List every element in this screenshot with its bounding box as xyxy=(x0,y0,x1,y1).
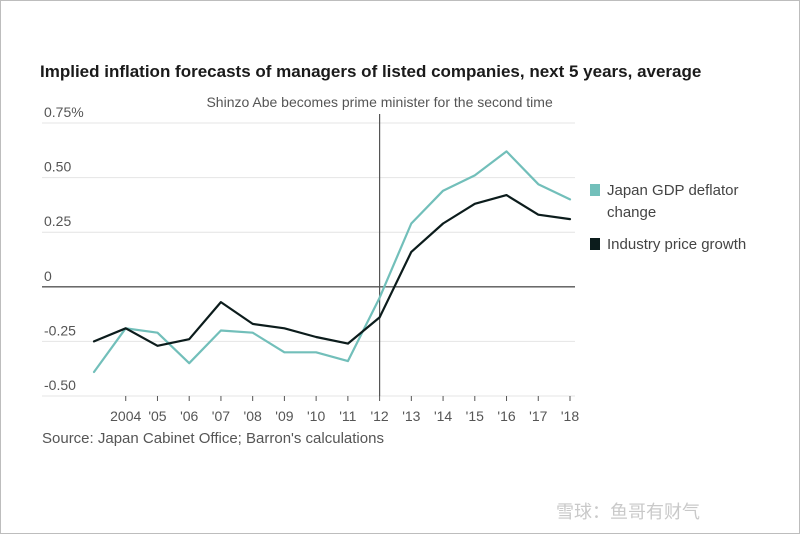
x-tick-label: '13 xyxy=(402,408,420,424)
x-tick-label: '08 xyxy=(244,408,262,424)
annotation: Shinzo Abe becomes prime minister for th… xyxy=(206,94,553,396)
series-line-0 xyxy=(92,150,572,374)
chart-title: Implied inflation forecasts of managers … xyxy=(40,62,702,81)
legend-label: Japan GDP deflator xyxy=(607,182,738,199)
legend-label: change xyxy=(607,204,656,221)
x-tick-label: '06 xyxy=(180,408,198,424)
x-tick-label: '17 xyxy=(529,408,547,424)
legend-label: Industry price growth xyxy=(607,236,746,253)
x-tick-label: '07 xyxy=(212,408,230,424)
source-note: Source: Japan Cabinet Office; Barron's c… xyxy=(42,430,384,447)
y-tick-label: 0.75% xyxy=(44,104,84,120)
legend-swatch xyxy=(590,184,600,196)
x-tick-label: '18 xyxy=(561,408,579,424)
x-tick-label: '11 xyxy=(339,408,356,424)
x-tick-label: '16 xyxy=(497,408,515,424)
watermark: 雪球：鱼哥有财气 xyxy=(556,502,700,523)
y-tick-label: 0.50 xyxy=(44,159,71,175)
x-tick-label: '05 xyxy=(148,408,166,424)
y-tick-label: -0.50 xyxy=(44,377,76,393)
y-axis-ticks: 0.75% 0.50 0.25 0 -0.25 -0.50 xyxy=(44,104,84,393)
y-tick-label: 0.25 xyxy=(44,213,71,229)
x-tick-label: 2004 xyxy=(110,408,141,424)
legend: Japan GDP deflator change Industry price g… xyxy=(590,182,746,253)
gridlines xyxy=(42,122,575,397)
legend-swatch xyxy=(590,238,600,250)
y-tick-label: 0 xyxy=(44,268,52,284)
x-tick-label: '09 xyxy=(275,408,293,424)
x-tick-label: '14 xyxy=(434,408,452,424)
x-tick-label: '12 xyxy=(370,408,388,424)
annotation-text: Shinzo Abe becomes prime minister for th… xyxy=(206,94,552,110)
y-tick-label: -0.25 xyxy=(44,322,76,338)
series-line-1 xyxy=(92,194,572,347)
series-lines xyxy=(92,150,572,374)
x-tick-label: '15 xyxy=(466,408,484,424)
x-axis-ticks: 2004 '05 '06 '07 '08 '09 '10 '11 '12 '13 '14 '15 '16… xyxy=(110,396,579,424)
x-tick-label: '10 xyxy=(307,408,325,424)
